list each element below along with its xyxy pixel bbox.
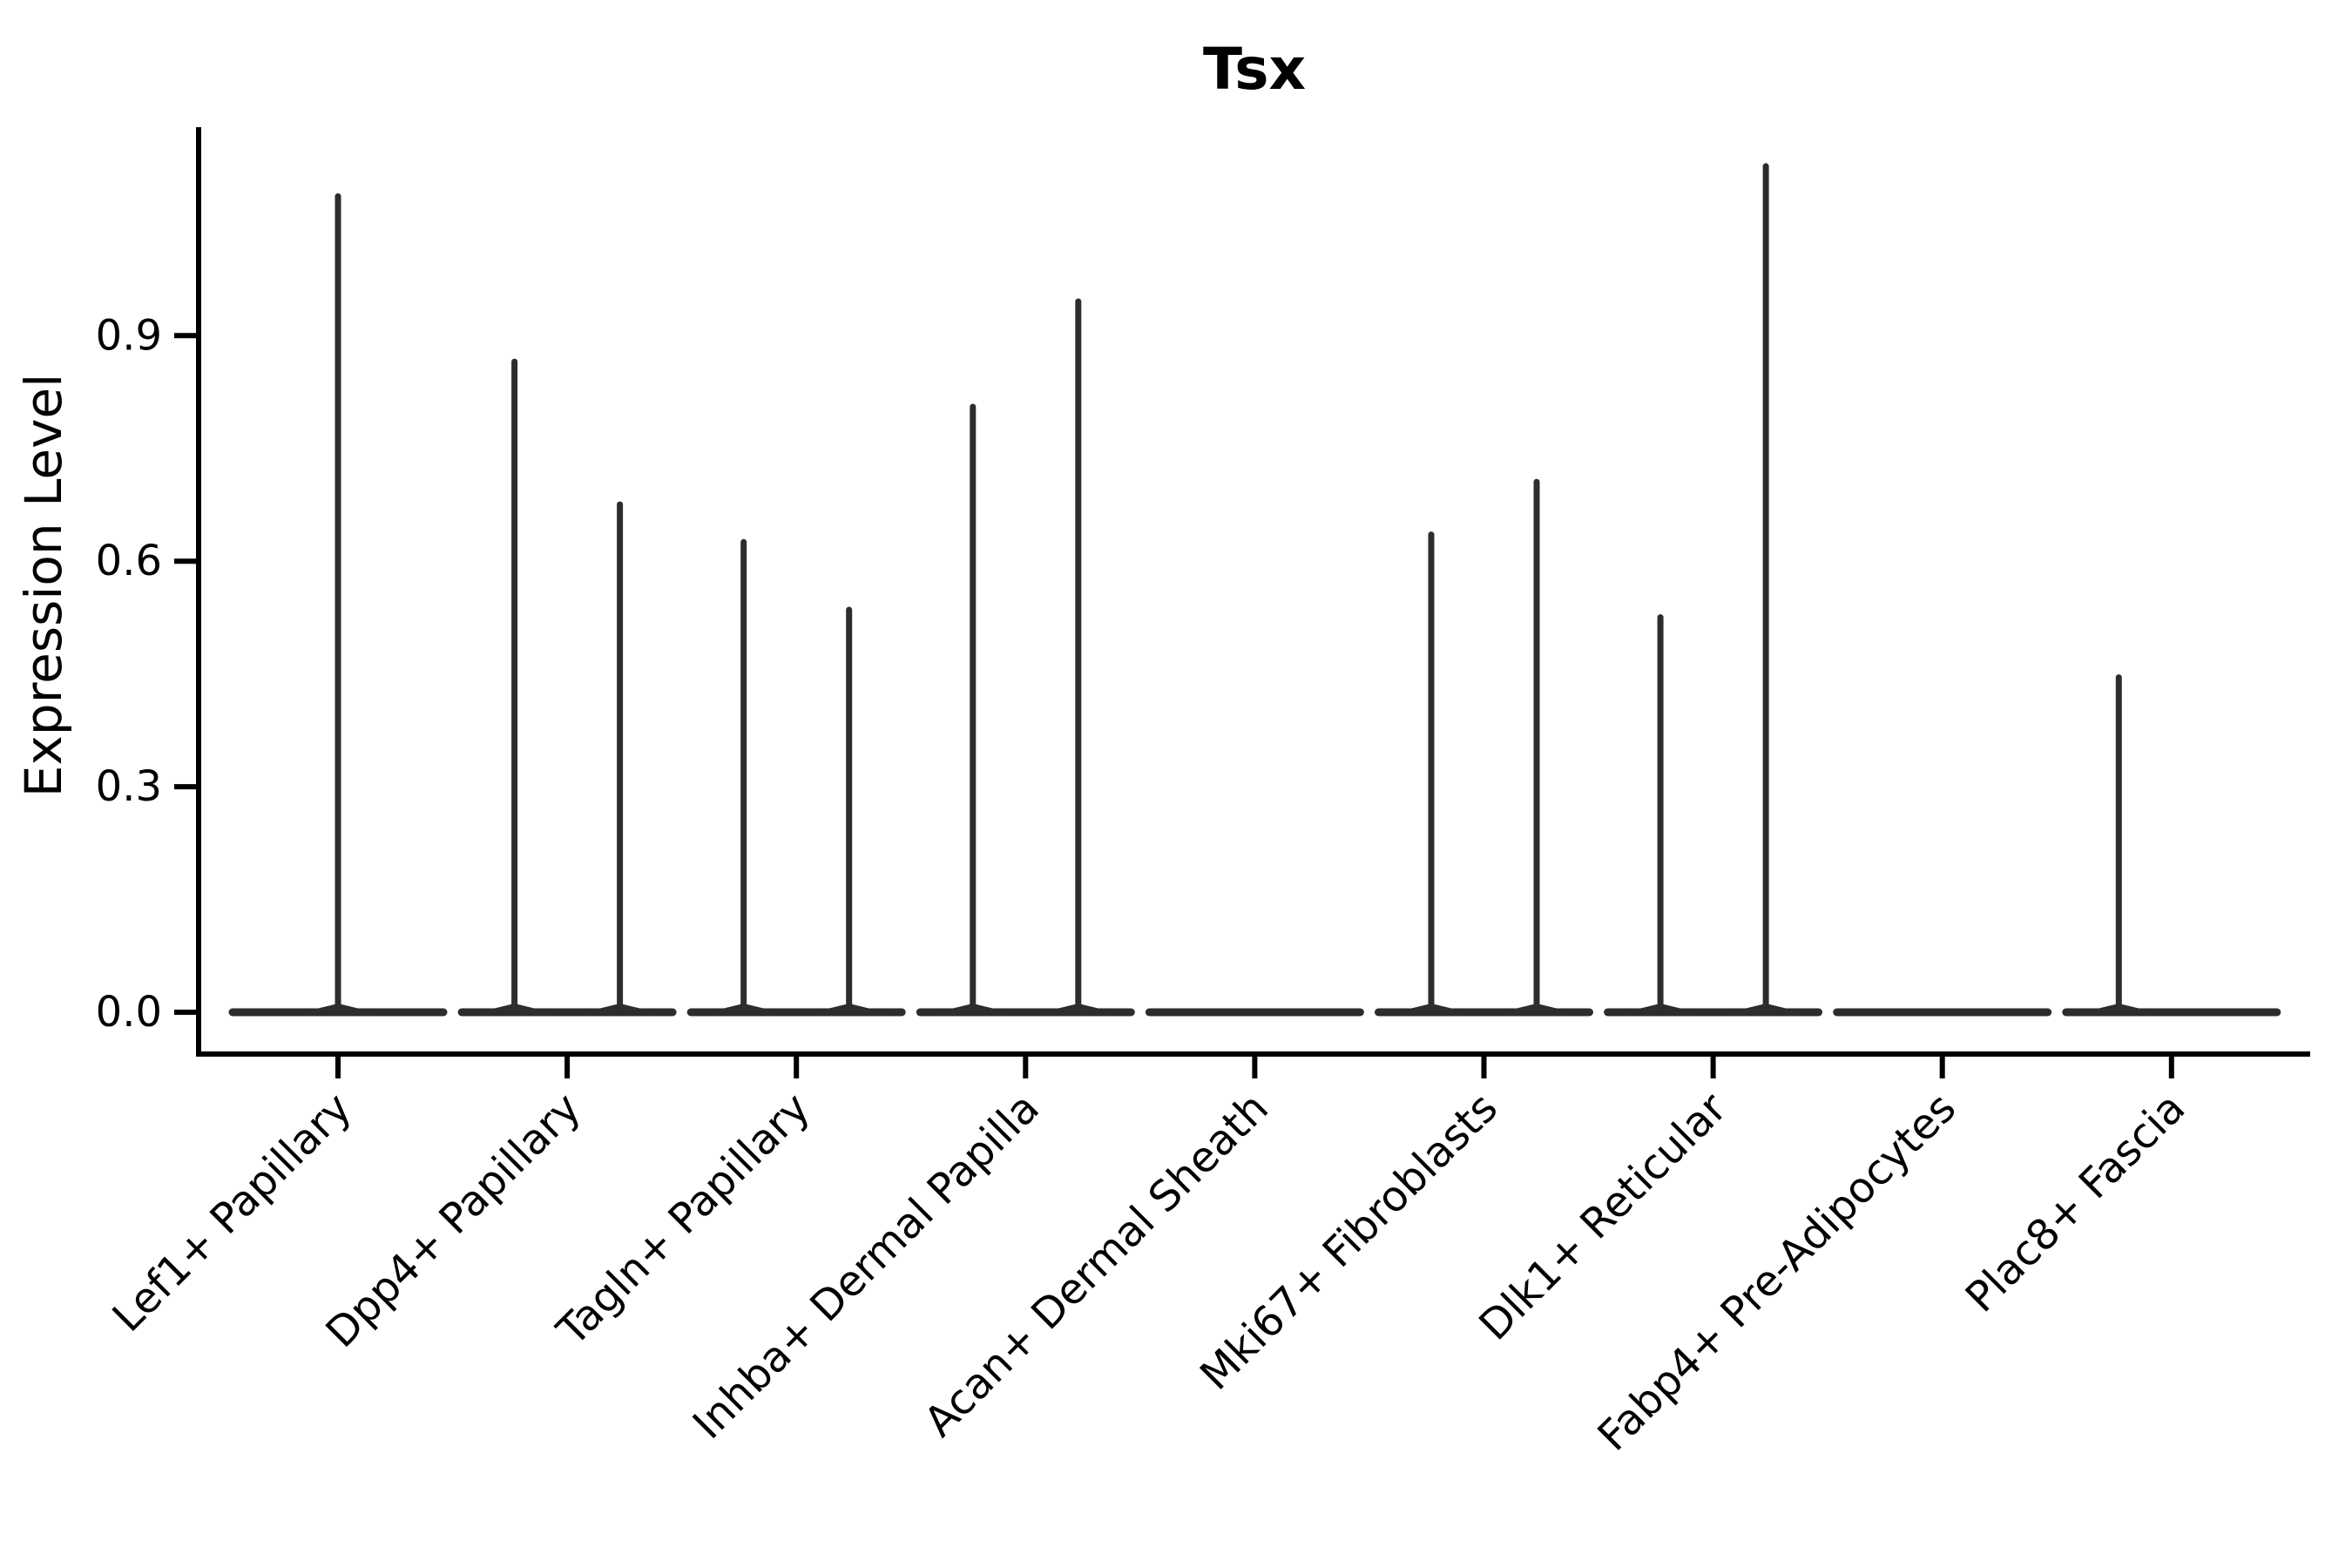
violin (916, 298, 1135, 1017)
x-tick-label: Tagln+ Papillary (547, 1084, 819, 1355)
x-tick-label: Dlk1+ Reticular (1470, 1084, 1736, 1350)
x-tick-label: Dpp4+ Papillary (317, 1084, 591, 1357)
chart-title: Tsx (1203, 36, 1306, 103)
violin (228, 193, 448, 1017)
violin-layer (228, 163, 2281, 1017)
violin (686, 538, 906, 1017)
violin (1604, 163, 1823, 1017)
y-axis-label: Expression Level (14, 374, 73, 797)
y-tick-label: 0.6 (96, 537, 162, 585)
violin (2062, 674, 2281, 1017)
x-tick-label: Plac8+ Fascia (1957, 1084, 2195, 1322)
y-tick-label: 0.9 (96, 311, 162, 360)
violin (457, 358, 677, 1017)
y-tick-label: 0.0 (96, 988, 162, 1037)
violin (1375, 478, 1593, 1017)
x-tick-label: Lef1+ Papillary (104, 1084, 362, 1342)
y-tick-label: 0.3 (96, 762, 162, 811)
